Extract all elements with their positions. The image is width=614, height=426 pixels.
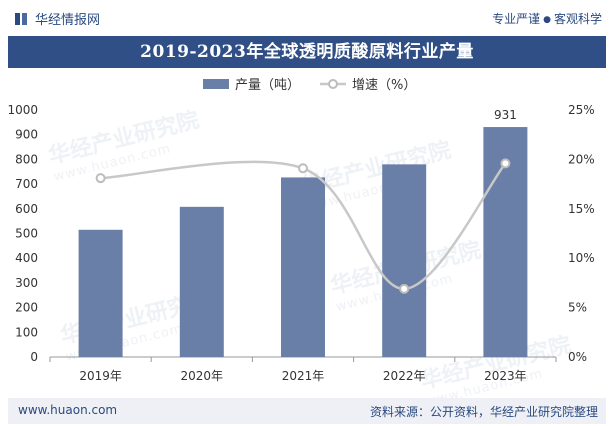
line-point: [500, 158, 511, 169]
bar-value-label: 931: [494, 108, 517, 122]
y-left-tick-label: 400: [15, 251, 38, 265]
axes: 0 100 200 300 400 500 600 700 800 900 1000 0% 5% 10% 1…: [7, 103, 594, 383]
footer-url-link[interactable]: www.huaon.com: [18, 403, 118, 417]
y-left-tick-label: 800: [15, 152, 38, 166]
y-left-tick-label: 1000: [7, 103, 38, 117]
y-left-tick-label: 600: [15, 202, 38, 216]
legend-line-marker: [328, 79, 338, 89]
line-point: [95, 173, 106, 184]
growth-line: [100, 160, 507, 291]
y-right-tick-label: 25%: [568, 103, 595, 117]
bar: [281, 177, 325, 357]
x-tick-label: 2022年: [383, 369, 426, 383]
legend-bar-label: 产量（吨）: [235, 78, 300, 93]
slogan: 专业严谨 ● 客观科学: [492, 10, 602, 27]
chart-area: 产量（吨） 增速（%） 0 100 200 300 400 500 600 700 800 900 1…: [7, 78, 594, 383]
y-left-tick-label: 0: [30, 350, 38, 364]
bar: [78, 229, 123, 357]
x-tick-label: 2021年: [282, 369, 325, 383]
x-tick-label: 2019年: [79, 369, 122, 383]
y-right-tick-label: 20%: [568, 152, 595, 166]
y-right-tick-label: 15%: [568, 202, 595, 216]
header: 华经情报网 专业严谨 ● 客观科学: [0, 0, 614, 36]
x-tick-label: 2020年: [181, 369, 224, 383]
brand-name: 华经情报网: [35, 13, 101, 28]
legend-bar-swatch: [203, 79, 229, 89]
line-point: [298, 163, 308, 174]
bar-series: [78, 127, 528, 357]
data-labels: 931: [494, 108, 517, 122]
y-left-tick-label: 500: [15, 227, 38, 241]
y-left-tick-label: 100: [15, 325, 38, 339]
legend-line-label: 增速（%）: [352, 78, 416, 93]
y-right-tick-label: 0%: [568, 350, 587, 364]
slogan-right: 客观科学: [553, 12, 602, 26]
bullet-dot-icon: ●: [543, 15, 551, 25]
huajing-logo-icon: [14, 12, 28, 26]
brand[interactable]: 华经情报网: [14, 9, 100, 28]
y-right-tick-label: 5%: [568, 301, 587, 315]
y-right-tick-label: 10%: [568, 251, 595, 265]
y-left-tick-label: 700: [15, 177, 38, 191]
x-tick-label: 2023年: [484, 369, 527, 383]
chart-title: 2019-2023年全球透明质酸原料行业产量: [8, 36, 606, 68]
footer: www.huaon.com 资料来源：公开资料，华经产业研究院整理: [8, 398, 606, 424]
y-left-tick-label: 300: [15, 276, 38, 290]
line-series: [95, 158, 511, 294]
line-point: [399, 283, 410, 294]
y-left-tick-label: 900: [15, 128, 38, 142]
legend: 产量（吨） 增速（%）: [203, 78, 416, 93]
source-note: 资料来源：公开资料，华经产业研究院整理: [369, 405, 598, 419]
bar: [179, 206, 224, 357]
slogan-left: 专业严谨: [492, 12, 541, 26]
y-left-tick-label: 200: [15, 301, 38, 315]
bar: [382, 164, 427, 357]
